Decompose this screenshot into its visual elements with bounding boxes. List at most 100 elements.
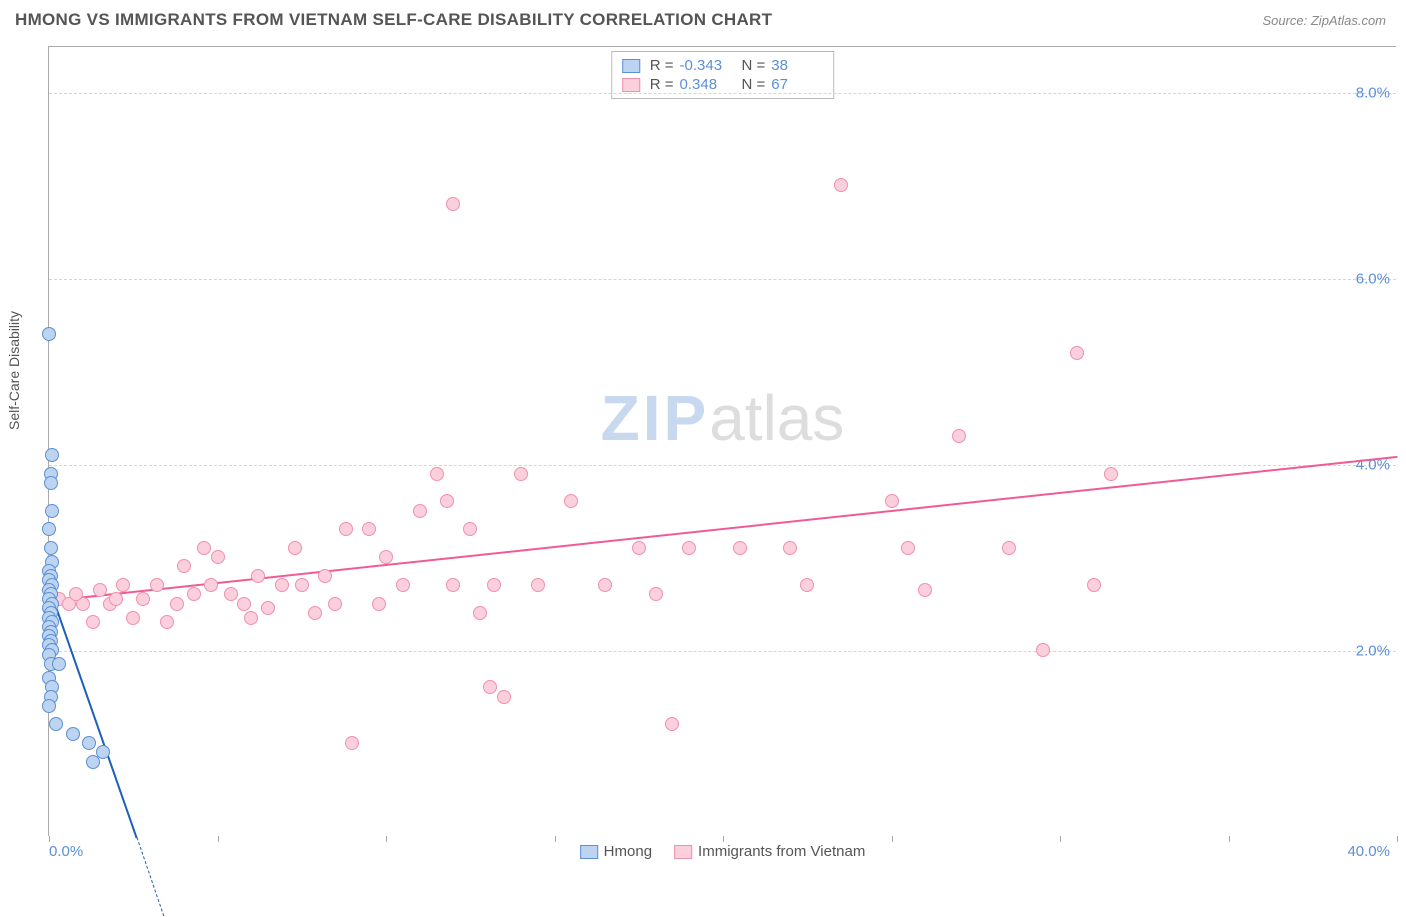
x-tick [218,836,219,842]
watermark-2: atlas [709,381,844,455]
data-point [345,736,359,750]
x-tick [49,836,50,842]
correlation-legend: R = -0.343 N = 38 R = 0.348 N = 67 [611,51,835,99]
data-point [372,597,386,611]
data-point [328,597,342,611]
data-point [783,541,797,555]
chart-header: HMONG VS IMMIGRANTS FROM VIETNAM SELF-CA… [0,0,1406,36]
data-point [379,550,393,564]
data-point [665,717,679,731]
data-point [885,494,899,508]
r-label: R = [650,57,674,74]
data-point [126,611,140,625]
data-point [396,578,410,592]
data-point [1036,643,1050,657]
data-point [44,476,58,490]
n-label: N = [742,76,766,93]
data-point [564,494,578,508]
x-axis-max-label: 40.0% [1347,843,1390,860]
data-point [834,178,848,192]
data-point [197,541,211,555]
data-point [308,606,322,620]
trend-line [49,456,1397,602]
data-point [446,197,460,211]
data-point [649,587,663,601]
data-point [251,569,265,583]
data-point [211,550,225,564]
data-point [93,583,107,597]
x-tick [723,836,724,842]
data-point [1002,541,1016,555]
y-axis-label: Self-Care Disability [6,311,22,430]
data-point [150,578,164,592]
data-point [86,615,100,629]
data-point [682,541,696,555]
data-point [952,429,966,443]
data-point [918,583,932,597]
data-point [446,578,460,592]
x-tick [1060,836,1061,842]
data-point [531,578,545,592]
legend-row: R = -0.343 N = 38 [622,56,824,75]
n-value: 38 [771,57,823,74]
data-point [170,597,184,611]
series-legend-item: Hmong [580,843,652,860]
data-point [160,615,174,629]
data-point [116,578,130,592]
data-point [42,327,56,341]
data-point [295,578,309,592]
y-tick-label: 8.0% [1356,85,1390,102]
x-tick [1397,836,1398,842]
data-point [1070,346,1084,360]
data-point [136,592,150,606]
trend-line [136,837,164,916]
data-point [483,680,497,694]
watermark-1: ZIP [601,381,710,455]
watermark: ZIPatlas [601,381,845,455]
r-value: 0.348 [680,76,732,93]
data-point [1087,578,1101,592]
data-point [177,559,191,573]
data-point [82,736,96,750]
x-tick [555,836,556,842]
legend-row: R = 0.348 N = 67 [622,75,824,94]
data-point [237,597,251,611]
x-tick [386,836,387,842]
data-point [42,522,56,536]
data-point [45,504,59,518]
data-point [1104,467,1118,481]
gridline [49,93,1396,94]
legend-swatch [674,845,692,859]
data-point [632,541,646,555]
data-point [288,541,302,555]
data-point [497,690,511,704]
r-label: R = [650,76,674,93]
chart-title: HMONG VS IMMIGRANTS FROM VIETNAM SELF-CA… [15,10,772,30]
data-point [109,592,123,606]
data-point [430,467,444,481]
n-label: N = [742,57,766,74]
data-point [52,657,66,671]
data-point [463,522,477,536]
chart-source: Source: ZipAtlas.com [1262,13,1386,28]
data-point [598,578,612,592]
data-point [733,541,747,555]
data-point [204,578,218,592]
y-tick-label: 2.0% [1356,643,1390,660]
scatter-chart: ZIPatlas R =-0.343N =38R =0.348N =67 Hmo… [48,46,1396,836]
data-point [800,578,814,592]
series-legend-label: Immigrants from Vietnam [698,843,865,860]
data-point [244,611,258,625]
series-legend-label: Hmong [604,843,652,860]
data-point [42,699,56,713]
data-point [49,717,63,731]
data-point [69,587,83,601]
data-point [275,578,289,592]
n-value: 67 [771,76,823,93]
data-point [44,541,58,555]
x-tick [892,836,893,842]
data-point [96,745,110,759]
data-point [487,578,501,592]
r-value: -0.343 [680,57,732,74]
data-point [473,606,487,620]
